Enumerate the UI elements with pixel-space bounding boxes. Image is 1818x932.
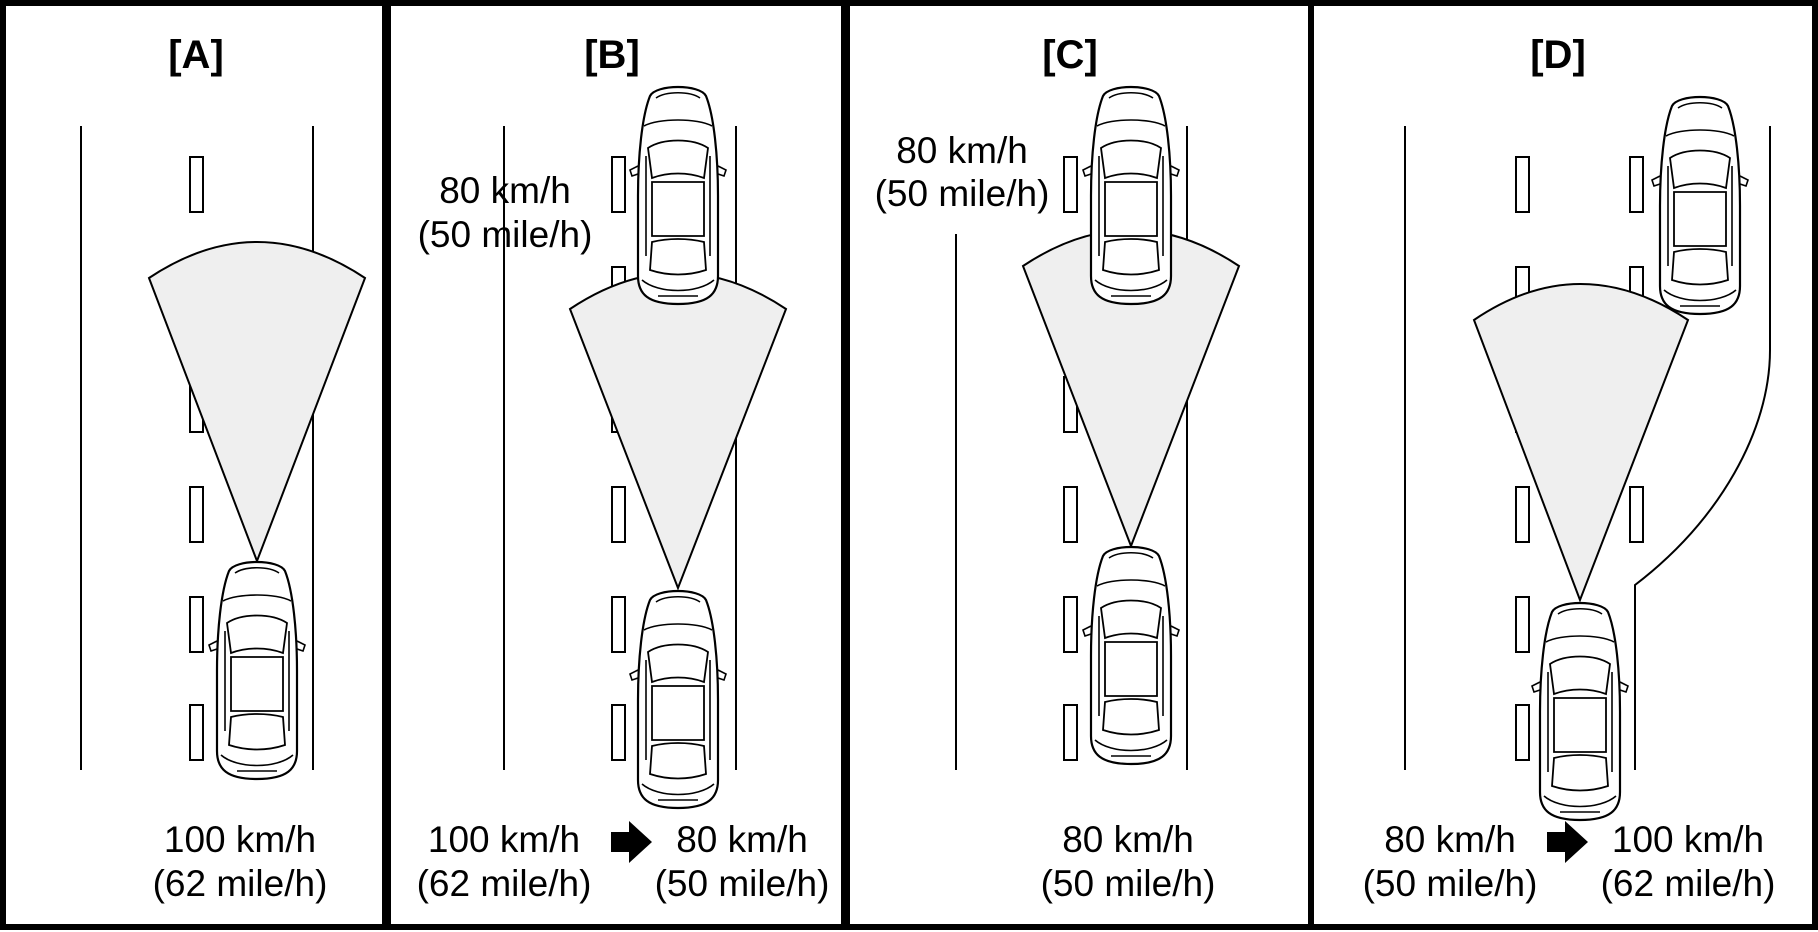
- own-vehicle: [207, 560, 307, 781]
- panel-c: [C] 80 km/h (50 mile/h) 80 km/h (50 mile…: [844, 0, 1314, 930]
- lane-dashes: [189, 156, 204, 761]
- lane-dashes: [611, 156, 626, 761]
- panel-c-speed-mph: (50 mile/h): [1041, 863, 1216, 904]
- panel-d-from-speed-kmh: 80 km/h: [1384, 819, 1516, 860]
- radar-detection-area: [568, 272, 788, 591]
- panel-a: [A] 100 km/h (62 mile/h): [0, 0, 388, 930]
- panel-d-from-speed-mph: (50 mile/h): [1363, 863, 1538, 904]
- preceding-vehicle: [628, 85, 728, 306]
- preceding-vehicle: [1081, 85, 1181, 306]
- panel-a-speed-kmh: 100 km/h: [164, 819, 316, 860]
- panel-d-frame: [1308, 0, 1818, 930]
- right-arrow-icon: [611, 821, 652, 863]
- road-edge-right-exit: [1634, 126, 1771, 770]
- panel-c-speed-kmh: 80 km/h: [1062, 819, 1194, 860]
- panel-d-to-speed-mph: (62 mile/h): [1601, 863, 1776, 904]
- panel-d: [D] 80 km/h (50 mile/h) 100 km/h (62 mil…: [1308, 0, 1818, 930]
- panel-c-preceding-speed-mph: (50 mile/h): [875, 173, 1050, 214]
- panel-b-preceding-speed-mph: (50 mile/h): [418, 214, 593, 255]
- exiting-vehicle: [1650, 95, 1750, 316]
- panel-b-preceding-speed-kmh: 80 km/h: [439, 170, 571, 211]
- panel-b-from-speed-mph: (62 mile/h): [417, 863, 592, 904]
- panel-c-title: [C]: [1042, 33, 1098, 77]
- panel-b-from-speed-kmh: 100 km/h: [428, 819, 580, 860]
- panel-b-frame: [385, 0, 847, 930]
- panel-c-preceding-speed-kmh: 80 km/h: [896, 130, 1028, 171]
- panel-b-to-speed-mph: (50 mile/h): [655, 863, 830, 904]
- radar-detection-area: [1472, 283, 1690, 603]
- panel-a-speed-mph: (62 mile/h): [153, 863, 328, 904]
- own-vehicle: [1530, 601, 1630, 822]
- panel-a-title: [A]: [168, 33, 224, 77]
- panel-d-title: [D]: [1530, 33, 1586, 77]
- right-arrow-icon: [1547, 821, 1588, 863]
- panel-b: [B] 80 km/h (50 mile/h) 100 km/h (62 mil…: [385, 0, 847, 930]
- panel-b-title: [B]: [584, 33, 640, 77]
- own-vehicle: [628, 589, 728, 810]
- own-vehicle: [1081, 545, 1181, 766]
- panel-b-to-speed-kmh: 80 km/h: [676, 819, 808, 860]
- panel-a-frame: [0, 0, 388, 930]
- radar-detection-area: [147, 241, 367, 564]
- panel-d-to-speed-kmh: 100 km/h: [1612, 819, 1764, 860]
